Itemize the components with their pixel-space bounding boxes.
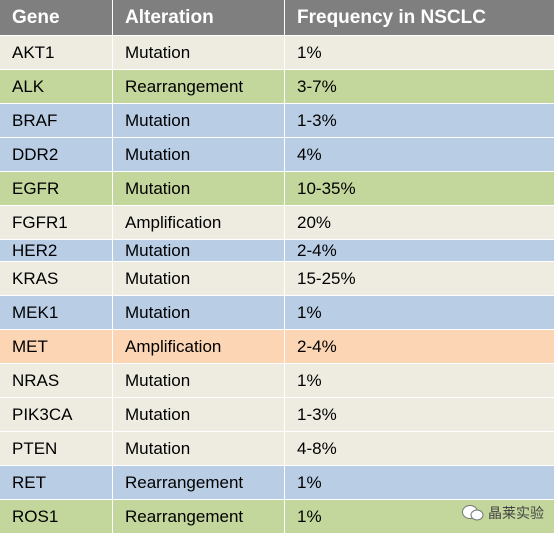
table-cell: FGFR1 bbox=[0, 206, 113, 240]
header-cell: Frequency in NSCLC bbox=[285, 0, 555, 36]
table-cell: Mutation bbox=[113, 262, 285, 296]
table-cell: 1% bbox=[285, 500, 555, 534]
watermark-icon bbox=[462, 505, 484, 521]
table-cell: 3-7% bbox=[285, 70, 555, 104]
table-cell: Mutation bbox=[113, 432, 285, 466]
table-cell: MEK1 bbox=[0, 296, 113, 330]
table-cell: KRAS bbox=[0, 262, 113, 296]
table-cell: 1-3% bbox=[285, 104, 555, 138]
table-cell: DDR2 bbox=[0, 138, 113, 172]
table-cell: RET bbox=[0, 466, 113, 500]
header-cell: Alteration bbox=[113, 0, 285, 36]
table-cell: 2-4% bbox=[285, 240, 555, 262]
table-cell: ALK bbox=[0, 70, 113, 104]
table-cell: BRAF bbox=[0, 104, 113, 138]
table-cell: 2-4% bbox=[285, 330, 555, 364]
table-cell: Rearrangement bbox=[113, 500, 285, 534]
table-cell: 10-35% bbox=[285, 172, 555, 206]
table-cell: Amplification bbox=[113, 206, 285, 240]
header-cell: Gene bbox=[0, 0, 113, 36]
table-cell: AKT1 bbox=[0, 36, 113, 70]
table-cell: Rearrangement bbox=[113, 70, 285, 104]
table-cell: 20% bbox=[285, 206, 555, 240]
table-cell: 1% bbox=[285, 36, 555, 70]
table-cell: 1% bbox=[285, 466, 555, 500]
table-cell: Mutation bbox=[113, 36, 285, 70]
table-cell: EGFR bbox=[0, 172, 113, 206]
table-cell: 4-8% bbox=[285, 432, 555, 466]
table-cell: Rearrangement bbox=[113, 466, 285, 500]
table-cell: Mutation bbox=[113, 104, 285, 138]
table-cell: HER2 bbox=[0, 240, 113, 262]
table-cell: Mutation bbox=[113, 172, 285, 206]
table-cell: PTEN bbox=[0, 432, 113, 466]
watermark: 晶莱实验 bbox=[462, 503, 544, 523]
table-cell: PIK3CA bbox=[0, 398, 113, 432]
table-cell: 15-25% bbox=[285, 262, 555, 296]
table-cell: MET bbox=[0, 330, 113, 364]
watermark-text: 晶莱实验 bbox=[488, 506, 544, 522]
table-cell: Mutation bbox=[113, 240, 285, 262]
table-cell: NRAS bbox=[0, 364, 113, 398]
table-cell: Amplification bbox=[113, 330, 285, 364]
table-cell: 1-3% bbox=[285, 398, 555, 432]
table-cell: Mutation bbox=[113, 364, 285, 398]
table-cell: Mutation bbox=[113, 138, 285, 172]
table-cell: 1% bbox=[285, 296, 555, 330]
table-cell: ROS1 bbox=[0, 500, 113, 534]
table-cell: Mutation bbox=[113, 296, 285, 330]
table-cell: Mutation bbox=[113, 398, 285, 432]
table-cell: 4% bbox=[285, 138, 555, 172]
table-cell: 1% bbox=[285, 364, 555, 398]
